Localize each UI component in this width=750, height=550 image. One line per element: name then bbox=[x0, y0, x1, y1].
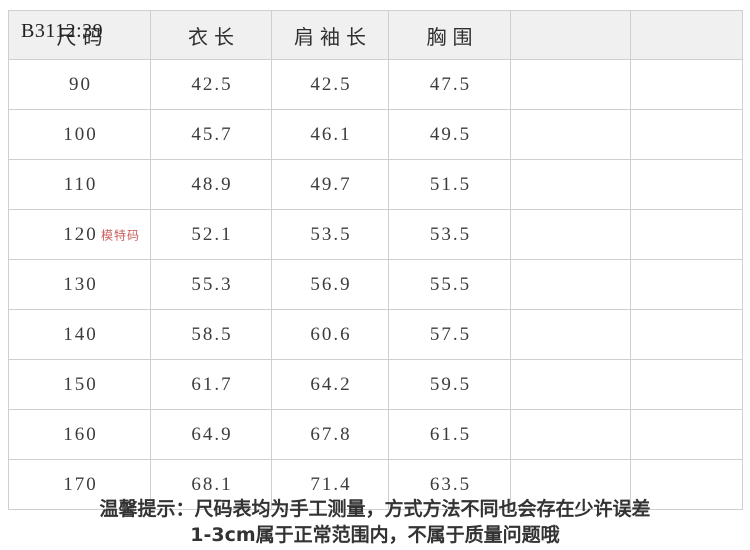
chest-cell: 63.5 bbox=[388, 459, 511, 510]
empty-cell bbox=[630, 309, 743, 360]
header-chest: 胸围 bbox=[388, 10, 511, 60]
sleeve-cell: 56.9 bbox=[271, 259, 389, 310]
table-row: 150 61.7 64.2 59.5 bbox=[8, 359, 743, 410]
empty-cell bbox=[630, 259, 743, 310]
empty-cell bbox=[630, 459, 743, 510]
length-cell: 61.7 bbox=[150, 359, 272, 410]
length-cell: 68.1 bbox=[150, 459, 272, 510]
size-cell: 170 bbox=[8, 459, 151, 510]
sleeve-cell: 60.6 bbox=[271, 309, 389, 360]
header-shoulder-sleeve: 肩袖长 bbox=[271, 10, 389, 60]
length-cell: 55.3 bbox=[150, 259, 272, 310]
chest-cell: 55.5 bbox=[388, 259, 511, 310]
table-row: 160 64.9 67.8 61.5 bbox=[8, 409, 743, 460]
empty-cell bbox=[510, 359, 631, 410]
size-cell: 110 bbox=[8, 159, 151, 210]
header-row: 尺码 衣长 肩袖长 胸围 bbox=[8, 10, 743, 60]
empty-cell bbox=[510, 409, 631, 460]
sleeve-cell: 67.8 bbox=[271, 409, 389, 460]
length-cell: 64.9 bbox=[150, 409, 272, 460]
empty-cell bbox=[510, 209, 631, 260]
length-cell: 45.7 bbox=[150, 109, 272, 160]
size-cell: 90 bbox=[8, 59, 151, 110]
sleeve-cell: 64.2 bbox=[271, 359, 389, 410]
table-row: 110 48.9 49.7 51.5 bbox=[8, 159, 743, 210]
table-row: 170 68.1 71.4 63.5 bbox=[8, 459, 743, 510]
table-row: 140 58.5 60.6 57.5 bbox=[8, 309, 743, 360]
model-size-tag: 模特码 bbox=[101, 228, 141, 242]
empty-cell bbox=[630, 59, 743, 110]
size-chart-table: 尺码 衣长 肩袖长 胸围 90 42.5 42.5 47.5 100 45.7 … bbox=[8, 10, 743, 510]
size-cell: 100 bbox=[8, 109, 151, 160]
size-value: 120 bbox=[63, 223, 98, 245]
size-cell: 150 bbox=[8, 359, 151, 410]
table-row: 100 45.7 46.1 49.5 bbox=[8, 109, 743, 160]
size-cell: 160 bbox=[8, 409, 151, 460]
overlay-code-label: B3112:39 bbox=[21, 20, 104, 42]
empty-cell bbox=[630, 159, 743, 210]
size-cell: 130 bbox=[8, 259, 151, 310]
length-cell: 48.9 bbox=[150, 159, 272, 210]
chest-cell: 53.5 bbox=[388, 209, 511, 260]
disclaimer-line-2: 1-3cm属于正常范围内，不属于质量问题哦 bbox=[190, 524, 560, 546]
disclaimer-note: 温馨提示：尺码表均为手工测量，方式方法不同也会存在少许误差 1-3cm属于正常范… bbox=[0, 496, 750, 548]
table-row-model-size: 120 模特码 52.1 53.5 53.5 bbox=[8, 209, 743, 260]
sleeve-cell: 49.7 bbox=[271, 159, 389, 210]
empty-cell bbox=[510, 109, 631, 160]
empty-cell bbox=[630, 209, 743, 260]
length-cell: 58.5 bbox=[150, 309, 272, 360]
empty-cell bbox=[510, 309, 631, 360]
chest-cell: 47.5 bbox=[388, 59, 511, 110]
empty-cell bbox=[630, 409, 743, 460]
empty-cell bbox=[510, 59, 631, 110]
chest-cell: 49.5 bbox=[388, 109, 511, 160]
size-cell: 120 模特码 bbox=[8, 209, 151, 260]
sleeve-cell: 53.5 bbox=[271, 209, 389, 260]
sleeve-cell: 71.4 bbox=[271, 459, 389, 510]
disclaimer-line-1: 温馨提示：尺码表均为手工测量，方式方法不同也会存在少许误差 bbox=[99, 498, 651, 520]
chest-cell: 57.5 bbox=[388, 309, 511, 360]
table-row: 90 42.5 42.5 47.5 bbox=[8, 59, 743, 110]
chest-cell: 51.5 bbox=[388, 159, 511, 210]
header-size: 尺码 bbox=[8, 10, 151, 60]
empty-cell bbox=[510, 159, 631, 210]
chest-cell: 61.5 bbox=[388, 409, 511, 460]
size-cell: 140 bbox=[8, 309, 151, 360]
header-empty-1 bbox=[510, 10, 631, 60]
sleeve-cell: 46.1 bbox=[271, 109, 389, 160]
sleeve-cell: 42.5 bbox=[271, 59, 389, 110]
chest-cell: 59.5 bbox=[388, 359, 511, 410]
empty-cell bbox=[630, 359, 743, 410]
length-cell: 42.5 bbox=[150, 59, 272, 110]
empty-cell bbox=[510, 259, 631, 310]
length-cell: 52.1 bbox=[150, 209, 272, 260]
header-garment-length: 衣长 bbox=[150, 10, 272, 60]
header-empty-2 bbox=[630, 10, 743, 60]
empty-cell bbox=[630, 109, 743, 160]
table-row: 130 55.3 56.9 55.5 bbox=[8, 259, 743, 310]
